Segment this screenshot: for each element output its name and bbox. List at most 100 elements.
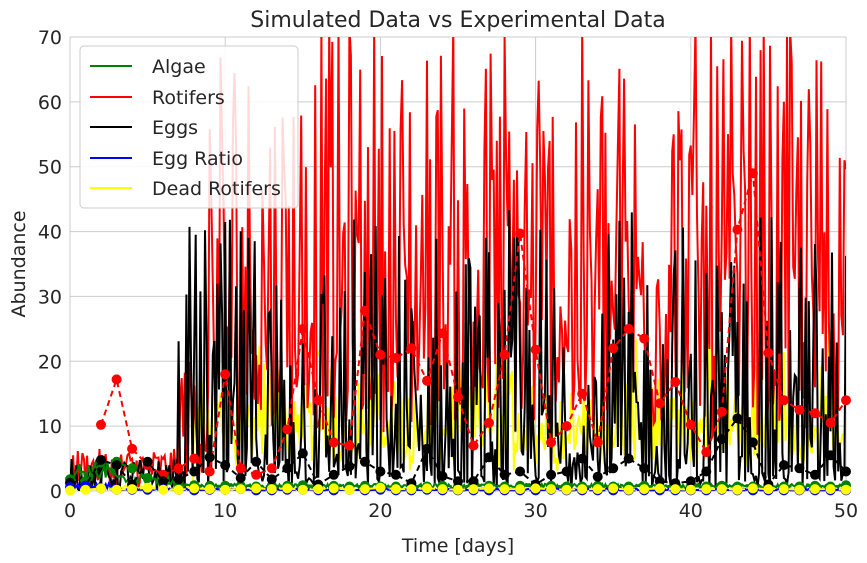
exp-point-eggs [841, 466, 851, 477]
y-axis-label: Abundance [8, 210, 30, 317]
y-tick-label: 50 [38, 157, 62, 179]
exp-point-dead-rotifers [701, 484, 712, 495]
exp-point-rotifers [313, 395, 324, 406]
legend: Algae Rotifers Eggs Egg Ratio Dead Rotif… [79, 45, 299, 209]
exp-point-algae [127, 463, 138, 474]
exp-point-rotifers [499, 349, 510, 360]
exp-point-dead-rotifers [173, 484, 184, 495]
exp-point-eggs [561, 466, 572, 477]
exp-point-rotifers [282, 424, 293, 435]
exp-point-dead-rotifers [654, 483, 665, 494]
exp-point-dead-rotifers [577, 484, 588, 495]
exp-point-rotifers [297, 323, 308, 334]
exp-point-rotifers [778, 395, 789, 406]
exp-point-eggs [111, 460, 122, 471]
exp-point-dead-rotifers [189, 483, 200, 494]
exp-point-rotifers [654, 398, 665, 409]
exp-point-dead-rotifers [810, 484, 820, 495]
exp-point-eggs [422, 443, 432, 454]
exp-point-dead-rotifers [422, 483, 432, 494]
exp-point-eggs [282, 463, 293, 474]
exp-point-rotifers [608, 343, 619, 354]
exp-point-rotifers [484, 417, 494, 428]
exp-point-dead-rotifers [794, 484, 805, 495]
exp-point-eggs [825, 450, 836, 461]
exp-point-eggs [639, 463, 650, 474]
exp-point-eggs [142, 456, 153, 467]
y-tick-label: 10 [38, 416, 62, 438]
exp-point-rotifers [530, 344, 541, 355]
exp-point-algae [142, 473, 153, 483]
exp-point-dead-rotifers [297, 484, 308, 495]
exp-point-rotifers [127, 443, 138, 454]
exp-point-rotifers [561, 421, 572, 432]
exp-point-eggs [220, 460, 231, 471]
exp-point-rotifers [453, 392, 463, 402]
exp-point-dead-rotifers [716, 484, 727, 495]
exp-point-rotifers [577, 388, 588, 399]
exp-point-dead-rotifers [453, 484, 463, 495]
exp-point-rotifers [251, 469, 262, 480]
y-tick-label: 60 [38, 92, 62, 114]
exp-point-dead-rotifers [592, 484, 603, 495]
exp-point-rotifers [173, 463, 184, 474]
exp-point-eggs [390, 469, 401, 480]
exp-point-eggs [173, 474, 184, 485]
exp-point-eggs [623, 453, 634, 464]
experimental-series [65, 168, 851, 496]
exp-point-rotifers [546, 437, 557, 448]
y-tick-label: 40 [38, 222, 62, 244]
exp-point-dead-rotifers [127, 484, 138, 495]
exp-point-dead-rotifers [142, 482, 153, 493]
exp-point-rotifers [344, 440, 355, 451]
exp-point-dead-rotifers [763, 484, 774, 495]
legend-label-dead-rotifers: Dead Rotifers [152, 178, 281, 200]
exp-point-dead-rotifers [530, 483, 541, 494]
x-tick-label: 0 [64, 500, 76, 522]
legend-label-egg-ratio: Egg Ratio [152, 148, 243, 170]
exp-point-rotifers [747, 168, 758, 179]
exp-point-rotifers [670, 377, 681, 387]
exp-point-eggs [592, 471, 603, 482]
exp-point-eggs [810, 469, 820, 480]
x-tick-label: 20 [368, 500, 392, 522]
exp-point-eggs [437, 471, 448, 482]
exp-point-rotifers [468, 440, 479, 451]
exp-point-eggs [499, 469, 510, 480]
y-tick-label: 20 [38, 351, 62, 373]
exp-point-rotifers [359, 305, 370, 316]
exp-point-eggs [235, 473, 246, 483]
exp-point-dead-rotifers [111, 484, 122, 495]
exp-point-dead-rotifers [639, 484, 650, 495]
y-tick-label: 0 [50, 481, 62, 503]
exp-point-dead-rotifers [96, 483, 106, 494]
exp-point-dead-rotifers [344, 484, 355, 495]
exp-point-eggs [189, 466, 200, 477]
exp-point-rotifers [220, 369, 231, 380]
exp-point-rotifers [701, 447, 712, 458]
exp-point-eggs [654, 476, 665, 487]
exp-point-eggs [701, 466, 712, 477]
exp-point-dead-rotifers [375, 482, 386, 493]
exp-point-rotifers [716, 406, 727, 417]
exp-point-dead-rotifers [685, 484, 696, 495]
exp-point-dead-rotifers [251, 483, 262, 494]
exp-point-eggs [484, 452, 494, 463]
exp-point-rotifers [639, 333, 650, 344]
exp-point-eggs [685, 476, 696, 487]
exp-point-rotifers [235, 463, 246, 474]
exp-point-rotifers [623, 323, 634, 334]
x-tick-label: 30 [524, 500, 548, 522]
exp-point-rotifers [763, 347, 774, 358]
exp-point-dead-rotifers [282, 483, 293, 494]
exp-point-dead-rotifers [468, 484, 479, 495]
exp-point-eggs [468, 476, 479, 487]
chart-title: Simulated Data vs Experimental Data [250, 8, 665, 33]
exp-point-eggs [96, 454, 106, 465]
exp-point-dead-rotifers [515, 484, 526, 495]
exp-point-rotifers [328, 437, 339, 448]
exp-point-eggs [747, 437, 758, 448]
y-tick-label: 70 [38, 27, 62, 49]
legend-label-rotifers: Rotifers [152, 87, 225, 109]
exp-point-dead-rotifers [499, 484, 510, 495]
